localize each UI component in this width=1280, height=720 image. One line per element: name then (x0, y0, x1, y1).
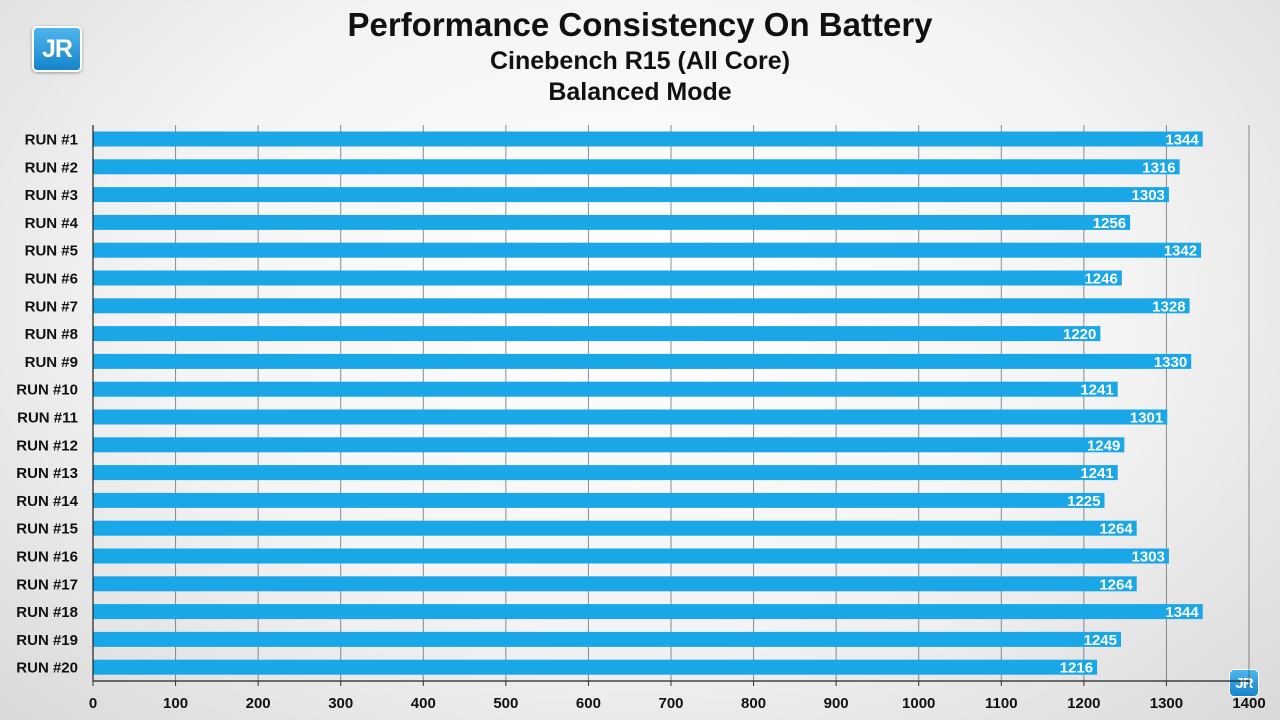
category-label: RUN #4 (25, 215, 79, 232)
data-label: 1344 (1165, 604, 1199, 621)
data-label: 1216 (1060, 660, 1093, 677)
bars (93, 131, 1203, 675)
data-label: 1344 (1165, 132, 1199, 149)
category-label: RUN #9 (25, 354, 78, 371)
data-label: 1225 (1067, 493, 1100, 510)
data-label: 1256 (1093, 215, 1126, 232)
bar (93, 131, 1203, 147)
gridlines (175, 125, 1250, 681)
category-label: RUN #15 (16, 521, 78, 538)
bar (93, 576, 1137, 592)
x-tick-label: 1300 (1150, 695, 1183, 712)
data-label: 1264 (1099, 521, 1133, 538)
bar (93, 381, 1118, 397)
x-tick-label: 200 (246, 695, 271, 712)
x-tick-label: 1200 (1067, 695, 1100, 712)
chart-title: Performance Consistency On Battery (347, 6, 933, 43)
bar (93, 437, 1125, 453)
bar (93, 353, 1192, 369)
x-tick-label: 400 (411, 695, 436, 712)
data-label: 1241 (1080, 465, 1113, 482)
bar (93, 659, 1098, 675)
axes (92, 125, 1250, 686)
bar (93, 326, 1101, 342)
data-label: 1328 (1152, 298, 1185, 315)
category-label: RUN #17 (16, 576, 78, 593)
bar (93, 242, 1202, 258)
data-label: 1264 (1099, 576, 1133, 593)
x-tick-label: 700 (658, 695, 683, 712)
data-label: 1303 (1132, 549, 1165, 566)
bar (93, 270, 1122, 286)
data-label: 1220 (1063, 326, 1096, 343)
chart-title-block: Performance Consistency On Battery Cineb… (0, 4, 1280, 108)
x-tick-label: 100 (163, 695, 188, 712)
category-label: RUN #3 (25, 187, 78, 204)
category-label: RUN #7 (25, 298, 78, 315)
bar (93, 409, 1168, 425)
bar (93, 298, 1190, 314)
category-label: RUN #14 (16, 493, 78, 510)
category-label: RUN #5 (25, 243, 78, 260)
category-label: RUN #19 (16, 632, 78, 649)
category-label: RUN #12 (16, 437, 78, 454)
data-label: 1246 (1084, 271, 1117, 288)
category-label: RUN #8 (25, 326, 78, 343)
bar (93, 604, 1203, 620)
category-label: RUN #2 (25, 159, 78, 176)
bar (93, 187, 1169, 203)
data-label: 1342 (1164, 243, 1197, 260)
category-label: RUN #13 (16, 465, 78, 482)
jr-logo: JR (32, 26, 82, 72)
chart-subtitle-2: Balanced Mode (548, 78, 732, 106)
category-label: RUN #6 (25, 271, 78, 288)
category-label: RUN #11 (17, 410, 78, 427)
data-label: 1249 (1087, 437, 1120, 454)
labels: 0 100 200 300 400 500 600 700 800 900 1000 1100 1200… (16, 132, 1265, 713)
data-label: 1241 (1080, 382, 1113, 399)
x-tick-label: 1400 (1232, 695, 1265, 712)
bar (93, 492, 1105, 508)
x-tick-label: 300 (328, 695, 353, 712)
category-label: RUN #1 (25, 132, 78, 149)
data-label: 1316 (1142, 159, 1175, 176)
bar (93, 548, 1169, 564)
x-tick-label: 800 (741, 695, 766, 712)
data-label: 1245 (1084, 632, 1117, 649)
bar (93, 465, 1118, 481)
bar (93, 214, 1131, 230)
x-tick-label: 0 (89, 695, 97, 712)
data-label: 1301 (1130, 410, 1163, 427)
x-tick-label: 1100 (985, 695, 1018, 712)
x-tick-label: 600 (576, 695, 601, 712)
category-label: RUN #10 (16, 382, 78, 399)
x-tick-label: 500 (493, 695, 518, 712)
x-tick-label: 900 (824, 695, 849, 712)
category-label: RUN #20 (16, 660, 78, 677)
category-label: RUN #18 (16, 604, 78, 621)
data-label: 1330 (1154, 354, 1187, 371)
category-label: RUN #16 (16, 549, 78, 566)
bar (93, 520, 1137, 536)
bar (93, 631, 1122, 647)
x-tick-label: 1000 (902, 695, 935, 712)
chart-subtitle-1: Cinebench R15 (All Core) (489, 47, 791, 75)
data-label: 1303 (1132, 187, 1165, 204)
bar (93, 159, 1180, 175)
